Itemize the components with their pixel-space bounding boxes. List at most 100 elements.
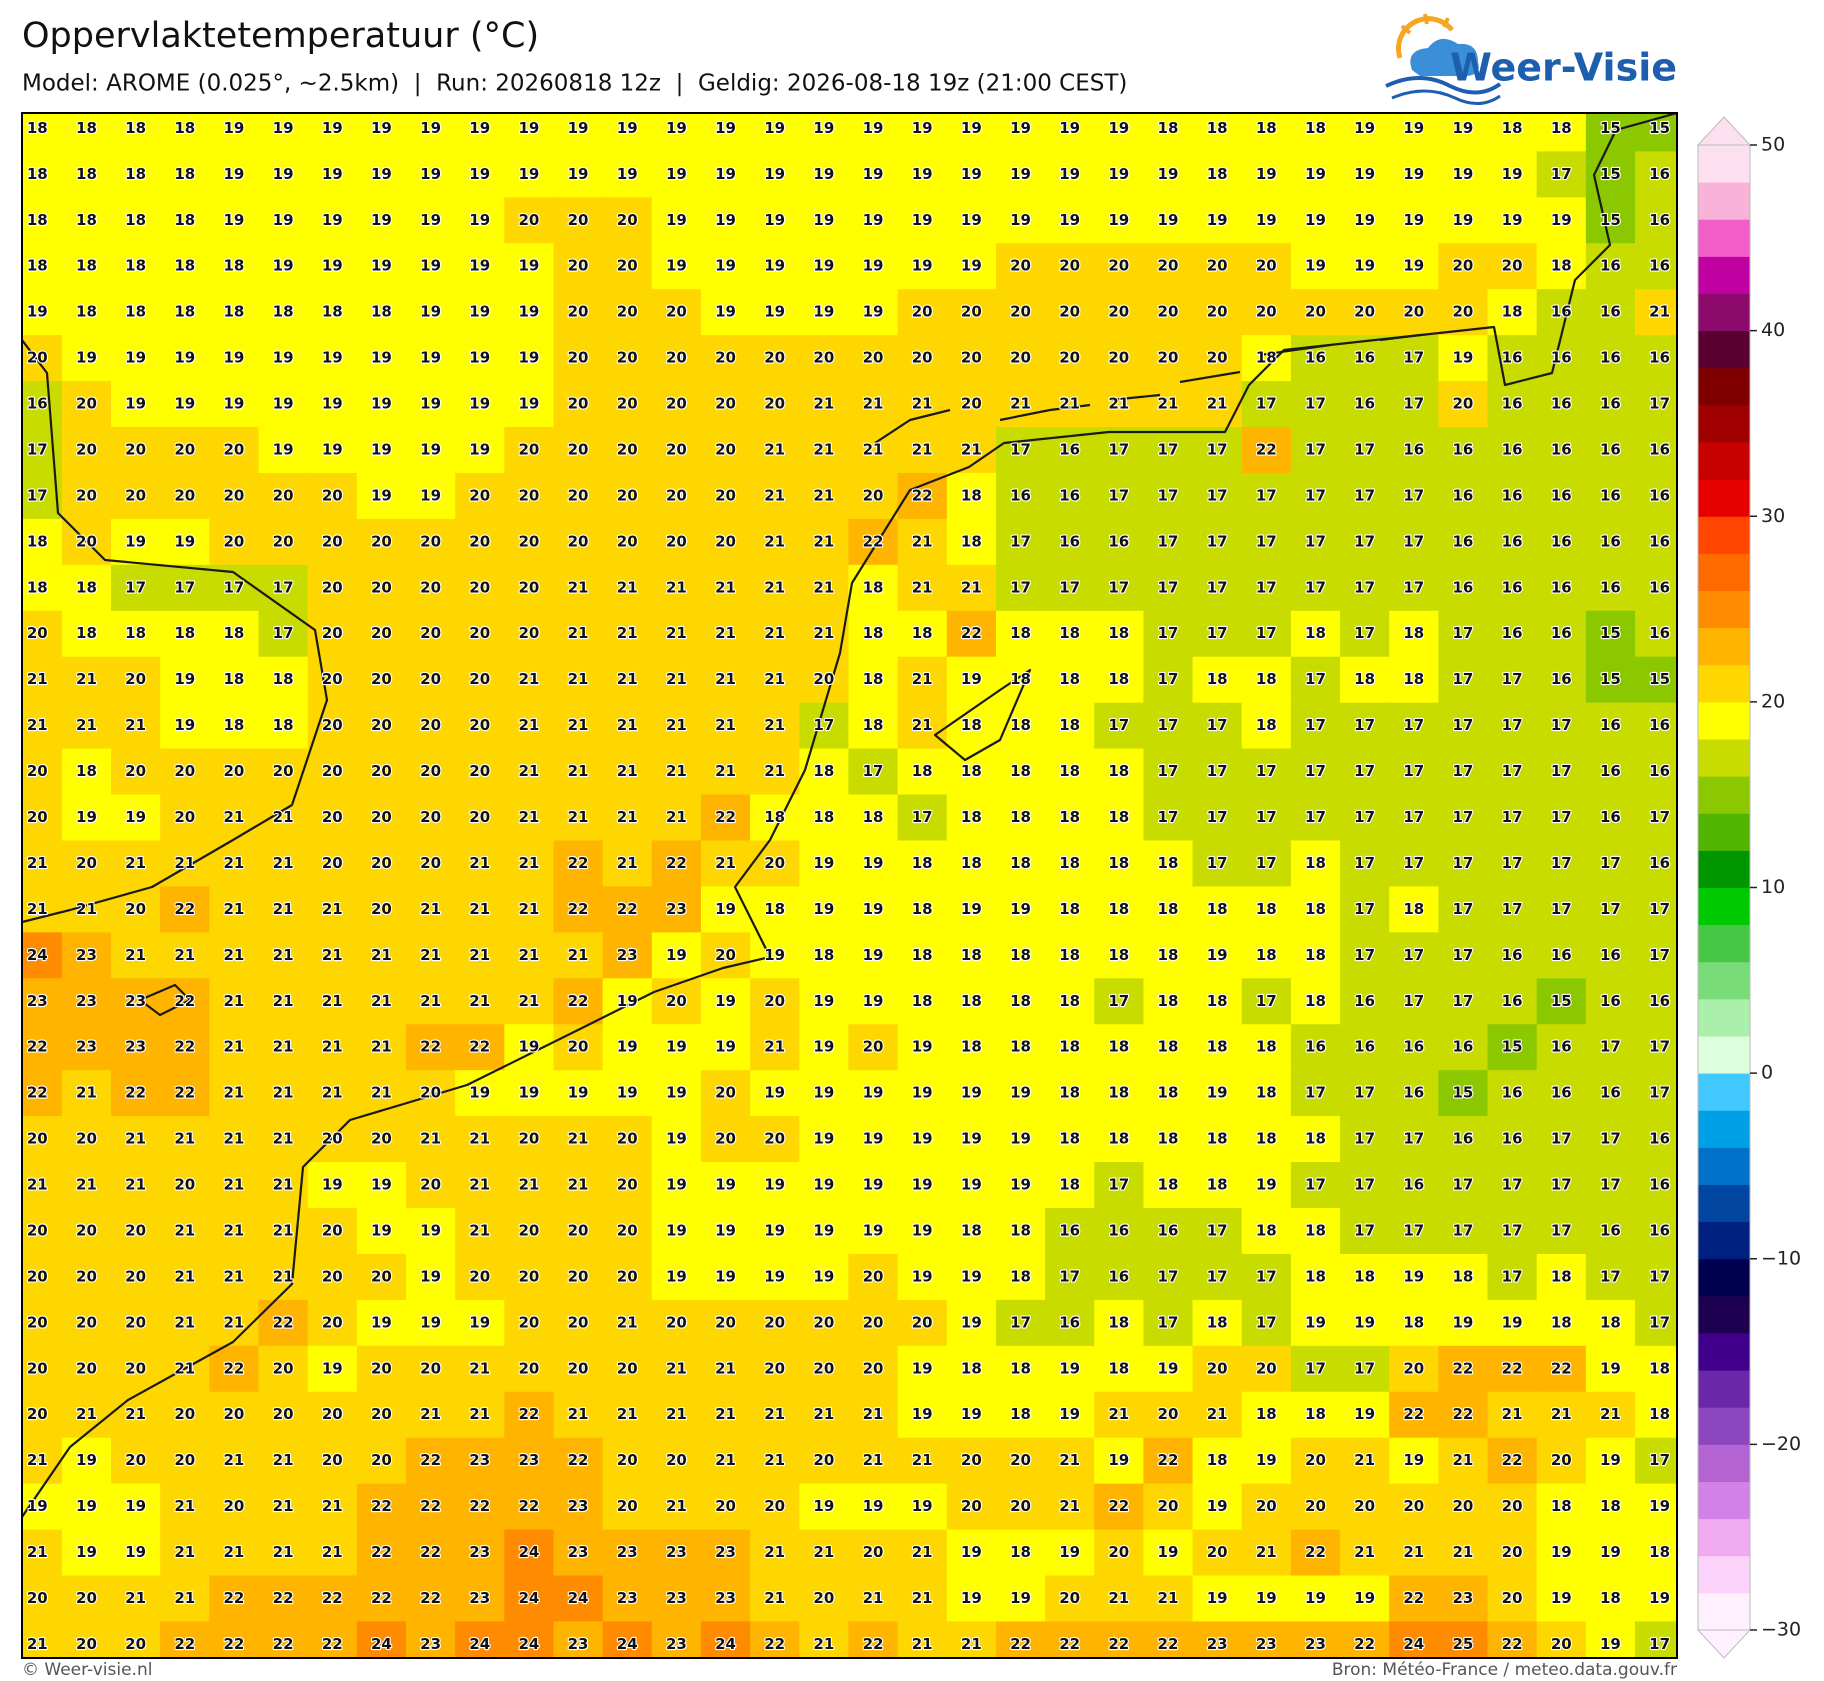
temperature-cell [799, 1345, 850, 1393]
temperature-cell [750, 113, 800, 152]
temperature-label: 20 [1207, 303, 1228, 321]
temperature-cell [1241, 113, 1292, 152]
temperature-label: 19 [813, 119, 834, 137]
temperature-cell [750, 1437, 800, 1485]
temperature-label: 17 [1305, 1176, 1326, 1194]
temperature-cell [553, 656, 604, 704]
temperature-cell [504, 289, 555, 336]
temperature-cell [1635, 1437, 1677, 1485]
temperature-label: 16 [1059, 1313, 1080, 1331]
temperature-cell [209, 113, 260, 152]
temperature-label: 19 [273, 257, 294, 275]
temperature-label: 21 [174, 1497, 195, 1515]
temperature-label: 16 [1305, 1038, 1326, 1056]
temperature-cell [897, 1621, 948, 1658]
temperature-cell [209, 1024, 260, 1071]
temperature-cell [22, 932, 63, 979]
temperature-cell [504, 197, 555, 244]
colorbar-band [1698, 627, 1750, 666]
temperature-label: 22 [224, 1359, 245, 1377]
temperature-cell [799, 1024, 850, 1071]
temperature-cell [209, 1345, 260, 1393]
colorbar-band [1698, 367, 1750, 406]
temperature-label: 22 [273, 1313, 294, 1331]
temperature-cell [1389, 1345, 1439, 1393]
temperature-cell [1438, 1299, 1489, 1347]
temperature-cell [1340, 1207, 1390, 1255]
temperature-cell [160, 1299, 210, 1347]
temperature-label: 17 [1108, 716, 1129, 734]
temperature-cell [61, 335, 112, 382]
temperature-label: 19 [666, 257, 687, 275]
temperature-cell [1438, 886, 1489, 933]
temperature-label: 19 [420, 165, 441, 183]
temperature-label: 20 [76, 1589, 97, 1607]
temperature-label: 22 [568, 992, 589, 1010]
temperature-label: 18 [1403, 624, 1424, 642]
temperature-label: 20 [174, 808, 195, 826]
temperature-label: 19 [1010, 1176, 1031, 1194]
temperature-cell [750, 564, 800, 612]
temperature-label: 16 [1502, 1084, 1523, 1102]
temperature-label: 18 [174, 119, 195, 137]
temperature-label: 20 [518, 486, 539, 504]
temperature-label: 19 [1354, 257, 1375, 275]
temperature-label: 16 [1453, 532, 1474, 550]
temperature-label: 18 [1649, 1543, 1670, 1561]
temperature-cell [1487, 1345, 1538, 1393]
temperature-label: 17 [1207, 578, 1228, 596]
temperature-label: 23 [568, 1543, 589, 1561]
temperature-label: 18 [863, 716, 884, 734]
temperature-cell [1241, 381, 1292, 428]
temperature-cell [1290, 289, 1341, 336]
temperature-label: 20 [322, 1267, 343, 1285]
temperature-cell [307, 932, 358, 979]
temperature-cell [61, 748, 112, 796]
temperature-cell [1290, 656, 1341, 704]
temperature-label: 18 [912, 946, 933, 964]
temperature-cell [1192, 1529, 1243, 1577]
temperature-label: 19 [1010, 1130, 1031, 1148]
temperature-label: 21 [617, 716, 638, 734]
temperature-label: 20 [764, 854, 785, 872]
temperature-cell [553, 151, 604, 198]
temperature-cell [504, 472, 555, 520]
temperature-cell [455, 1529, 505, 1577]
temperature-cell [1635, 1483, 1677, 1531]
temperature-label: 18 [1502, 119, 1523, 137]
temperature-label: 18 [1305, 992, 1326, 1010]
temperature-label: 20 [420, 670, 441, 688]
temperature-cell [1143, 518, 1194, 566]
temperature-label: 20 [666, 1451, 687, 1469]
temperature-cell [1487, 702, 1538, 750]
temperature-label: 20 [568, 1221, 589, 1239]
temperature-cell [307, 335, 358, 382]
temperature-cell [1241, 1207, 1292, 1255]
temperature-label: 21 [125, 1176, 146, 1194]
temperature-cell [1585, 1162, 1636, 1209]
temperature-cell [651, 472, 702, 520]
temperature-cell [1635, 1575, 1677, 1623]
temperature-cell [700, 1621, 751, 1658]
temperature-label: 18 [1551, 1313, 1572, 1331]
temperature-cell [356, 1162, 407, 1209]
temperature-cell [897, 1483, 948, 1531]
temperature-cell [848, 472, 899, 520]
temperature-cell [1143, 1070, 1194, 1117]
temperature-label: 16 [1108, 532, 1129, 550]
temperature-cell [209, 1575, 260, 1623]
temperature-cell [1094, 1024, 1144, 1071]
temperature-label: 18 [961, 532, 982, 550]
temperature-cell [406, 1024, 456, 1071]
temperature-cell [1094, 610, 1144, 658]
temperature-label: 19 [813, 1084, 834, 1102]
temperature-cell [1192, 978, 1243, 1025]
temperature-label: 21 [371, 1038, 392, 1056]
temperature-label: 21 [961, 578, 982, 596]
temperature-cell [799, 1575, 850, 1623]
temperature-label: 16 [1649, 486, 1670, 504]
colorbar-band [1698, 404, 1750, 443]
temperature-label: 21 [715, 1451, 736, 1469]
temperature-label: 19 [420, 119, 441, 137]
temperature-label: 19 [76, 1451, 97, 1469]
